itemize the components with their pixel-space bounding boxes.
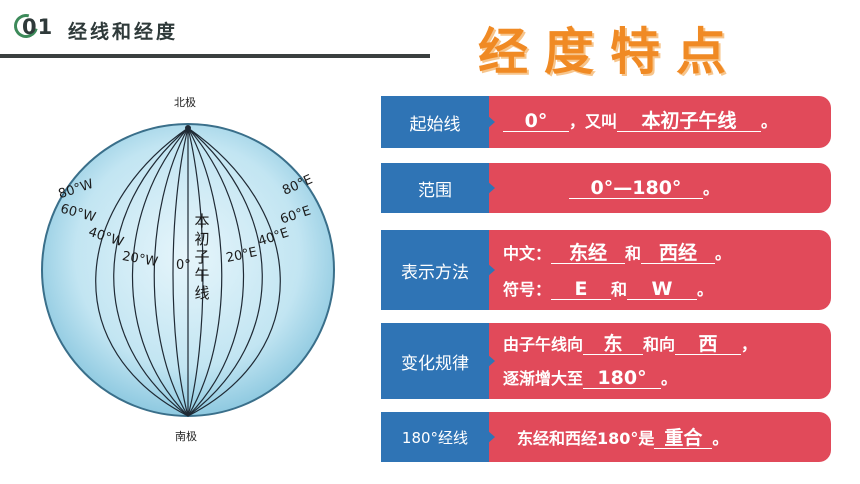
row-line: 逐渐增大至 180°。 (503, 365, 677, 389)
meridian-lines (95, 127, 281, 417)
row-start-line: 起始线 0° ，又叫 本初子午线。 (381, 96, 831, 148)
answer-blank: 东经 (551, 243, 626, 264)
row-line: 符号： E 和 W。 (503, 276, 713, 300)
row-text: ，又叫 (569, 112, 618, 131)
answer-blank: 西经 (641, 243, 716, 264)
answer-blank: 180° (583, 368, 662, 389)
row-label: 180°经线 (381, 412, 489, 462)
row-range: 范围 0°—180°。 (381, 163, 831, 213)
prime-meridian-label: 本 初 子 午 线 (194, 212, 210, 302)
row-label: 范围 (381, 163, 489, 213)
row-text: 东经和西经180°是 (517, 429, 655, 448)
globe-graphic (41, 123, 335, 417)
slide-title: 经度特点 (478, 23, 742, 81)
row-content: 由子午线向东和向西， 逐渐增大至 180°。 (489, 323, 831, 399)
row-text: 。 (761, 112, 778, 131)
row-line: 由子午线向东和向西， (503, 331, 757, 355)
section-title: 经线和经度 (68, 21, 179, 43)
section-number: 01 (22, 15, 54, 39)
row-180-meridian: 180°经线 东经和西经180°是 重合。 (381, 412, 831, 462)
answer-blank: E (551, 279, 612, 300)
section-header: 01 经线和经度 (0, 0, 440, 60)
globe-illustration: 北极 南极 80°W 60°W 40°W 20°W 0° 2 (0, 90, 380, 450)
row-text: 。 (715, 244, 732, 263)
answer-blank: 西 (675, 334, 742, 355)
row-text: 。 (712, 429, 729, 448)
row-text: ， (741, 335, 758, 354)
prime-meridian-char: 子 (194, 248, 210, 266)
row-text: 中文： (503, 244, 552, 263)
answer-blank: 东 (583, 334, 644, 355)
row-text: 和 (625, 244, 642, 263)
row-content: 中文： 东经和西经。 符号： E 和 W。 (489, 230, 831, 310)
prime-meridian-char: 午 (194, 266, 210, 284)
answer-blank: W (627, 279, 698, 300)
prime-meridian-char: 本 (194, 212, 210, 230)
answer-blank: 0° (503, 111, 569, 132)
row-line: 中文： 东经和西经。 (503, 240, 731, 264)
answer-blank: 重合 (654, 428, 713, 449)
row-label: 变化规律 (381, 323, 489, 399)
prime-meridian-char: 线 (194, 284, 210, 302)
north-pole-label: 北极 (174, 96, 196, 109)
row-content: 东经和西经180°是 重合。 (489, 412, 831, 462)
row-content: 0°—180°。 (489, 163, 831, 213)
row-text: 。 (661, 369, 678, 388)
row-pattern: 变化规律 由子午线向东和向西， 逐渐增大至 180°。 (381, 323, 831, 399)
answer-blank: 本初子午线 (617, 111, 762, 132)
row-text: 。 (703, 179, 720, 198)
row-notation: 表示方法 中文： 东经和西经。 符号： E 和 W。 (381, 230, 831, 310)
row-line: 0° ，又叫 本初子午线。 (503, 108, 777, 132)
row-line: 0°—180°。 (569, 175, 719, 199)
row-text: 逐渐增大至 (503, 369, 584, 388)
prime-meridian-char: 初 (194, 230, 210, 248)
row-content: 0° ，又叫 本初子午线。 (489, 96, 831, 148)
row-text: 和 (611, 280, 628, 299)
row-text: 和向 (643, 335, 676, 354)
north-pole-dot (185, 125, 191, 131)
south-pole-label: 南极 (175, 430, 197, 443)
row-line: 东经和西经180°是 重合。 (517, 425, 728, 449)
answer-blank: 0°—180° (569, 178, 703, 199)
row-label: 表示方法 (381, 230, 489, 310)
row-text: 。 (697, 280, 714, 299)
row-text: 符号： (503, 280, 552, 299)
lon-label-0: 0° (176, 258, 191, 273)
row-text: 由子午线向 (503, 335, 584, 354)
header-divider (0, 54, 430, 58)
row-label: 起始线 (381, 96, 489, 148)
